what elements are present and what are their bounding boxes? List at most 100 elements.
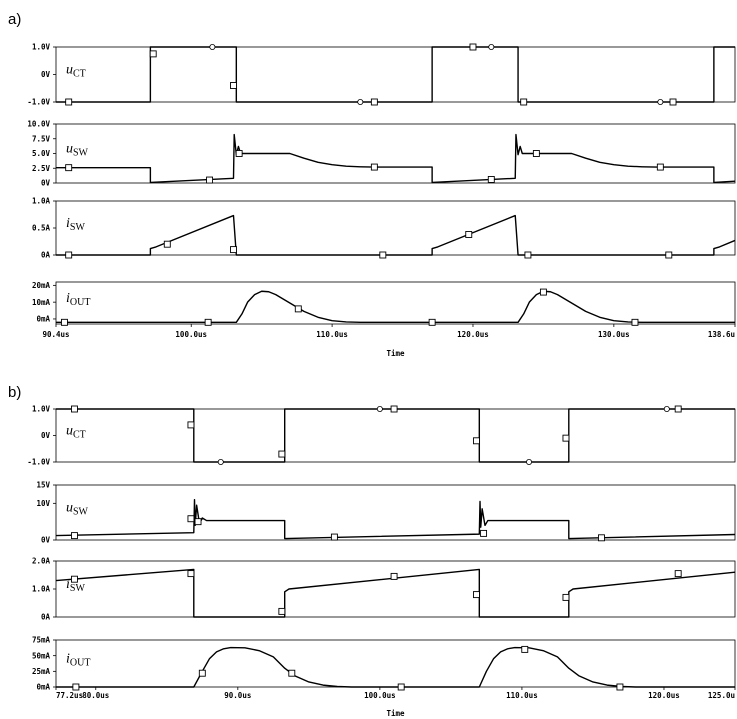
y-tick-label: 10mA [32, 298, 51, 307]
square-marker [532, 150, 540, 157]
y-tick-label: 15V [36, 481, 50, 490]
signal-label: uSW [66, 141, 89, 158]
signal-label-sub: SW [73, 147, 89, 158]
signal-label: uSW [66, 500, 89, 517]
plot-frame [55, 46, 736, 103]
signal-label: iSW [66, 216, 85, 233]
x-tick-label: 100.0us [175, 330, 207, 339]
circle-marker [663, 405, 670, 412]
square-marker [480, 529, 488, 537]
signal-label-main: i [66, 652, 70, 667]
signal-label: iSW [66, 577, 85, 594]
square-marker [330, 533, 338, 541]
subplot-i-sw: 1.0A 0.5A 0A iSW [32, 197, 736, 260]
circle-marker [526, 458, 533, 465]
square-marker [669, 98, 677, 106]
square-marker [521, 645, 529, 653]
series-line [56, 408, 735, 463]
plot-frame [55, 281, 736, 325]
y-tick-label: 0.5A [32, 224, 51, 233]
series-line [56, 214, 736, 256]
series-line [55, 498, 736, 540]
plot-frame [55, 408, 736, 463]
square-marker [428, 318, 436, 326]
signal-label: iOUT [66, 652, 90, 669]
square-marker [235, 150, 243, 157]
square-marker [473, 591, 480, 599]
y-tick-label: 7.5V [32, 134, 51, 143]
signal-label-main: u [66, 62, 73, 77]
circle-marker [376, 405, 383, 412]
x-tick-label: 80.0us [82, 691, 109, 700]
y-tick-label: 0V [41, 431, 51, 440]
square-marker [469, 43, 477, 51]
x-tick-label: 120.0us [457, 330, 489, 339]
series-line [56, 646, 735, 688]
square-marker [487, 176, 495, 183]
signal-label-sub: SW [70, 222, 86, 233]
square-marker [187, 421, 195, 429]
circle-marker [657, 99, 664, 106]
y-tick-label: 0mA [36, 315, 50, 324]
y-tick-label: 10V [36, 499, 50, 508]
circle-marker [209, 44, 216, 51]
panel-a: a)1.0V0V-1.0VuCT10.0V7.5V5.0V2.5V0VuSW1.… [8, 11, 736, 358]
square-marker [294, 305, 302, 313]
signal-label-sub: CT [73, 429, 86, 440]
subplot-i-sw: 2.0A 1.0A 0A iSW [32, 557, 736, 622]
square-marker [370, 98, 378, 106]
y-tick-label: 1.0A [32, 585, 51, 594]
square-marker [204, 318, 212, 326]
y-tick-label: 2.0A [32, 557, 51, 566]
y-tick-label: 50mA [32, 651, 51, 660]
signal-label-sub: CT [73, 68, 86, 79]
x-tick-label: 125.0u [708, 691, 735, 700]
square-marker [397, 683, 405, 691]
y-tick-label: 0mA [36, 683, 50, 692]
y-tick-label: -1.0V [27, 458, 50, 467]
square-marker [520, 98, 528, 106]
plot-frame [55, 484, 736, 541]
square-marker [65, 251, 73, 259]
y-tick-label: 0V [41, 179, 51, 188]
square-marker [390, 572, 398, 580]
square-marker [562, 593, 570, 601]
square-marker [598, 534, 605, 542]
subplot-u-sw: 15V 10V 0V uSW [36, 481, 736, 545]
square-marker [230, 246, 237, 254]
signal-label: uCT [66, 423, 86, 440]
x-axis-label: Time [386, 709, 405, 718]
square-marker [616, 683, 624, 691]
plot-frame [55, 639, 736, 688]
plot-frame [55, 560, 736, 618]
subplot-i-out: 20mA 10mA 0mA iOUT [32, 281, 736, 326]
x-tick-label: 90.4us [42, 330, 69, 339]
y-tick-label: 0V [41, 70, 51, 79]
x-tick-label: 130.0us [598, 330, 630, 339]
square-marker [665, 251, 673, 259]
y-tick-label: 25mA [32, 667, 51, 676]
x-tick-label: 90.0us [224, 691, 251, 700]
signal-label-main: i [66, 216, 70, 231]
square-marker [562, 434, 570, 442]
signal-label-main: u [66, 423, 73, 438]
square-marker [163, 240, 171, 248]
panel-label: b) [8, 384, 21, 401]
square-marker [71, 575, 78, 583]
signal-label-main: i [66, 291, 70, 306]
square-marker [206, 176, 213, 184]
signal-label-sub: OUT [70, 658, 91, 669]
square-marker [65, 164, 73, 172]
square-marker [539, 288, 547, 296]
x-tick-label: 77.2us [56, 691, 83, 700]
square-marker [674, 570, 682, 578]
square-marker [288, 669, 296, 677]
series-line [55, 568, 736, 618]
square-marker [656, 163, 664, 171]
plot-frame [55, 123, 736, 184]
subplot-u-sw: 10.0V 7.5V 5.0V 2.5V 0V uSW [27, 120, 736, 188]
square-marker [473, 437, 480, 445]
signal-label: iOUT [66, 291, 90, 308]
y-tick-label: -1.0V [27, 98, 50, 107]
